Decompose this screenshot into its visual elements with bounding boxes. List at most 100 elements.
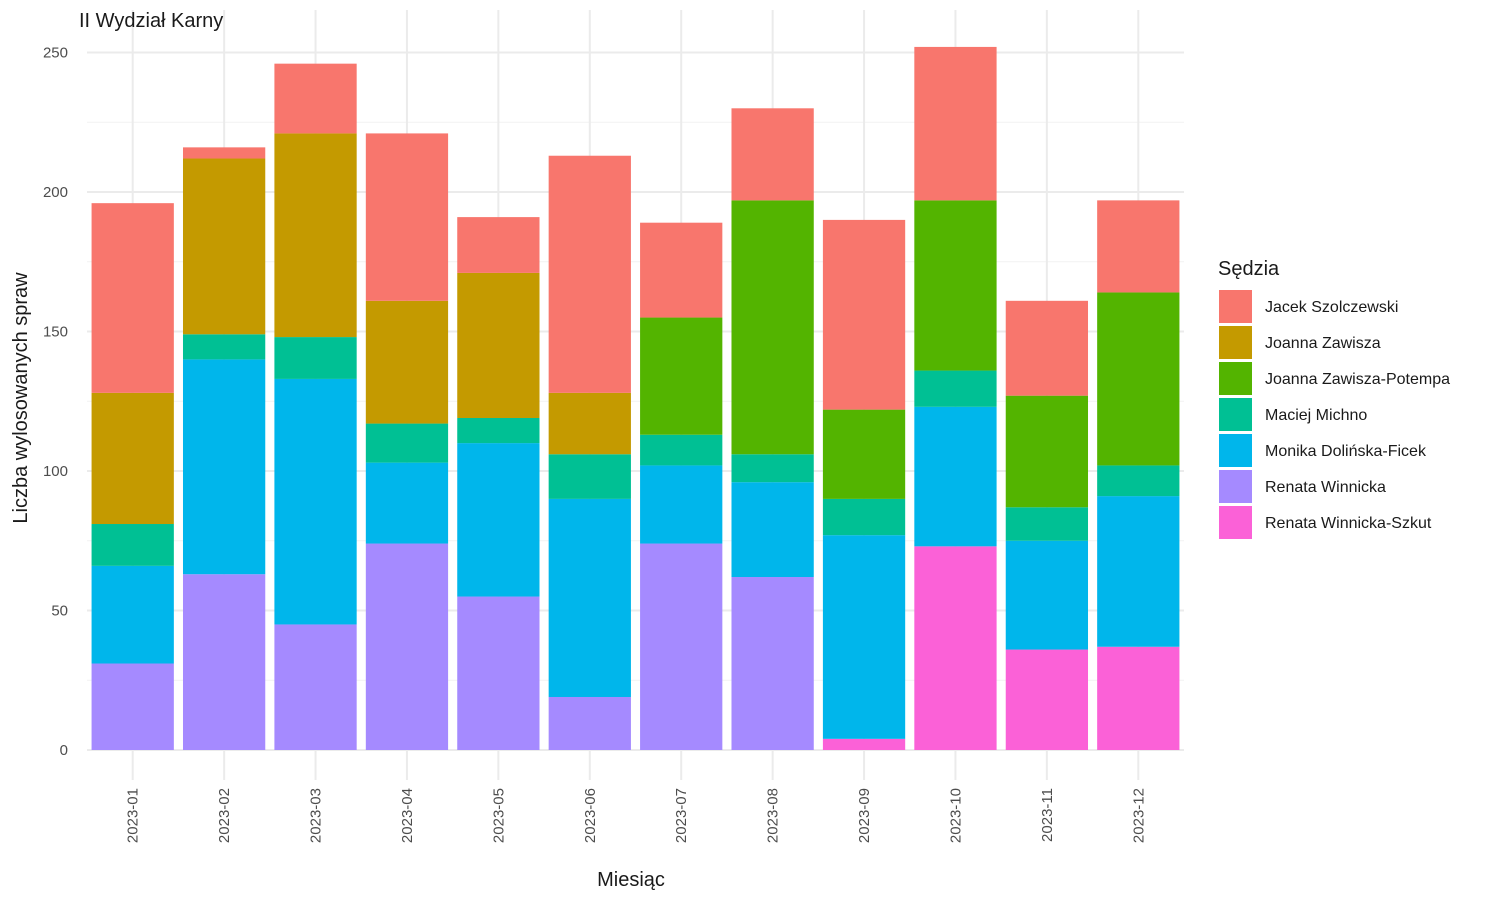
- bar-segment: [91, 203, 174, 393]
- x-tick-label: 2023-06: [582, 788, 599, 843]
- bar-segment: [914, 546, 997, 750]
- bar-segment: [640, 465, 723, 544]
- minor-gridlines: [87, 121, 1184, 681]
- bar-segment: [182, 359, 266, 575]
- y-tick-label: 50: [51, 603, 68, 620]
- x-tick-label: 2023-01: [125, 788, 142, 843]
- x-tick-label: 2023-08: [765, 788, 782, 843]
- bar-segment: [274, 378, 357, 625]
- bar-segment: [365, 543, 449, 750]
- bar-segment: [365, 462, 449, 544]
- bar-segment: [914, 46, 997, 201]
- y-tick-label: 250: [43, 45, 68, 62]
- legend-key: [1219, 326, 1252, 359]
- bar-segment: [822, 738, 906, 750]
- bar-segment: [640, 222, 723, 318]
- y-axis-title: Liczba wylosowanych spraw: [10, 272, 32, 524]
- bar-segment: [1005, 540, 1089, 650]
- bar-segment: [274, 63, 357, 134]
- bar-segment: [274, 624, 357, 750]
- legend-title: Sędzia: [1218, 258, 1280, 280]
- legend-key: [1219, 434, 1252, 467]
- x-tick-label: 2023-09: [856, 788, 873, 843]
- bar-segment: [1097, 292, 1180, 466]
- bar-segment: [91, 524, 174, 566]
- x-tick-label: 2023-10: [947, 788, 964, 843]
- x-tick-label: 2023-03: [308, 788, 325, 843]
- x-tick-label: 2023-07: [673, 788, 690, 843]
- bar-segment: [548, 392, 631, 455]
- x-tick-label: 2023-12: [1130, 788, 1147, 843]
- bar-segment: [640, 434, 723, 466]
- bar-segment: [274, 337, 357, 379]
- bar-segment: [1005, 507, 1089, 541]
- bar-segment: [365, 423, 449, 463]
- bar-segment: [914, 200, 997, 371]
- bars: [91, 46, 1180, 750]
- legend-label: Renata Winnicka: [1265, 479, 1386, 496]
- bar-segment: [1097, 465, 1180, 497]
- bar-segment: [457, 217, 540, 273]
- x-tick-label: 2023-02: [216, 788, 233, 843]
- legend-key: [1219, 506, 1252, 539]
- bar-segment: [91, 565, 174, 664]
- bar-segment: [548, 696, 631, 750]
- bar-segment: [914, 370, 997, 407]
- bar-segment: [182, 334, 266, 360]
- chart-title: II Wydział Karny: [79, 10, 223, 32]
- bar-segment: [457, 272, 540, 418]
- bar-segment: [731, 577, 814, 750]
- bar-segment: [1097, 200, 1180, 293]
- y-tick-label: 100: [43, 463, 68, 480]
- y-tick-label: 200: [43, 184, 68, 201]
- bar-segment: [274, 133, 357, 338]
- bar-segment: [365, 300, 449, 424]
- bar-segment: [91, 663, 174, 750]
- bar-segment: [640, 317, 723, 435]
- bar-segment: [1005, 395, 1089, 508]
- y-tick-label: 150: [43, 324, 68, 341]
- bar-segment: [182, 158, 266, 335]
- bar-segment: [731, 108, 814, 201]
- bar-segment: [1097, 646, 1180, 750]
- bar-segment: [1005, 649, 1089, 750]
- legend-label: Maciej Michno: [1265, 407, 1367, 424]
- bar-segment: [548, 498, 631, 697]
- legend-label: Monika Dolińska-Ficek: [1265, 443, 1427, 460]
- bar-segment: [1097, 496, 1180, 647]
- legend-key: [1219, 470, 1252, 503]
- y-tick-label: 0: [60, 742, 68, 759]
- bar-segment: [457, 443, 540, 597]
- bar-segment: [822, 498, 906, 536]
- bar-segment: [182, 574, 266, 750]
- bar-segment: [1005, 300, 1089, 396]
- legend-label: Joanna Zawisza-Potempa: [1265, 371, 1450, 388]
- x-tick-label: 2023-04: [399, 788, 416, 843]
- bar-segment: [822, 219, 906, 410]
- legend-key: [1219, 362, 1252, 395]
- x-axis-title: Miesiąc: [597, 869, 665, 891]
- legend: Sędzia Jacek Szolczewski Joanna Zawisza Jo…: [1218, 258, 1450, 539]
- legend-label: Jacek Szolczewski: [1265, 299, 1398, 316]
- bar-segment: [822, 409, 906, 499]
- legend-key: [1219, 290, 1252, 323]
- bar-segment: [548, 155, 631, 393]
- x-tick-label: 2023-11: [1039, 788, 1056, 842]
- bar-segment: [365, 133, 449, 301]
- bar-segment: [91, 392, 174, 525]
- x-tick-label: 2023-05: [490, 788, 507, 843]
- bar-segment: [731, 200, 814, 455]
- bar-segment: [731, 454, 814, 483]
- bar-segment: [182, 147, 266, 159]
- bar-segment: [457, 417, 540, 444]
- legend-label: Renata Winnicka-Szkut: [1265, 515, 1432, 532]
- bar-segment: [731, 482, 814, 578]
- legend-label: Joanna Zawisza: [1265, 335, 1381, 352]
- y-tick-labels: 0 50 100 150 200 250: [43, 45, 68, 760]
- bar-segment: [548, 454, 631, 499]
- bar-segment: [640, 543, 723, 750]
- bar-segment: [822, 535, 906, 739]
- bar-segment: [914, 406, 997, 547]
- bar-segment: [457, 596, 540, 750]
